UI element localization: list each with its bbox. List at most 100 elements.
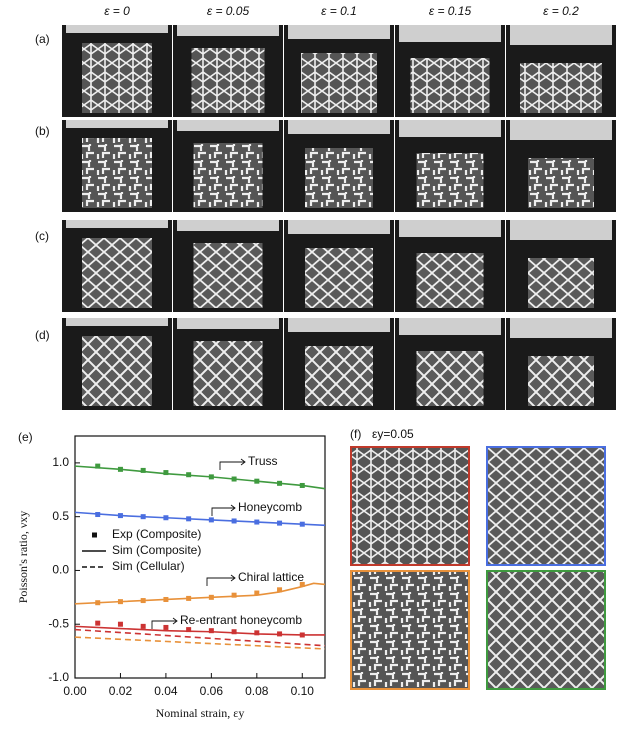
annotation: Chiral lattice xyxy=(238,570,304,584)
image xyxy=(350,570,470,690)
annotation-arrow xyxy=(211,504,236,516)
y-axis-title: Poisson's ratio, νxy xyxy=(16,511,30,604)
exp-point xyxy=(299,482,305,488)
specimen xyxy=(82,138,152,208)
legend-marker xyxy=(92,532,97,538)
specimen xyxy=(416,351,484,406)
fixture xyxy=(66,318,168,326)
fixture xyxy=(66,25,168,33)
exp-point xyxy=(163,470,169,476)
fixture xyxy=(177,25,279,36)
row-label: (c) xyxy=(35,229,49,243)
x-tick-label: 0.06 xyxy=(200,684,224,698)
fixture xyxy=(288,120,390,134)
exp-point xyxy=(140,598,146,604)
fixture xyxy=(288,318,390,332)
specimen xyxy=(416,153,484,208)
exp-point xyxy=(186,516,192,522)
specimen xyxy=(193,243,263,308)
exp-point xyxy=(140,623,146,629)
fixture xyxy=(399,318,501,335)
exp-point xyxy=(163,624,169,630)
specimen xyxy=(305,248,373,308)
specimen xyxy=(528,356,594,406)
exp-point xyxy=(231,476,237,482)
fixture xyxy=(177,318,279,329)
y-tick-label: 0.5 xyxy=(52,509,69,523)
exp-point xyxy=(277,480,283,486)
row-label: (a) xyxy=(35,32,50,46)
x-axis-title: Nominal strain, εy xyxy=(156,706,245,720)
panel-label: (e) xyxy=(18,430,33,444)
specimen xyxy=(416,253,484,308)
exp-point xyxy=(140,514,146,520)
fixture xyxy=(399,120,501,137)
exp-point xyxy=(277,587,283,593)
exp-point xyxy=(254,590,260,596)
sim-line xyxy=(74,582,326,605)
fixture xyxy=(177,120,279,131)
exp-point xyxy=(95,512,101,518)
fixture xyxy=(510,120,612,140)
panel-label: (f) xyxy=(350,427,361,441)
exp-point xyxy=(231,592,237,598)
chart: -1.0 -0.5 0.0 0.5 1.0 0.00 0.02 0.04 0.06 0.08 0.1… xyxy=(16,435,326,720)
x-tick-label: 0.08 xyxy=(245,684,269,698)
exp-point xyxy=(117,513,123,519)
legend-label: Sim (Cellular) xyxy=(112,559,185,573)
annotation: Truss xyxy=(248,454,278,468)
specimen xyxy=(82,238,152,308)
fixture xyxy=(288,220,390,234)
exp-point xyxy=(299,632,305,638)
exp-point xyxy=(117,621,123,627)
column-header: ε = 0 xyxy=(104,4,130,18)
image xyxy=(486,570,606,690)
exp-point xyxy=(140,467,146,473)
exp-point xyxy=(208,628,214,634)
cellular-line xyxy=(74,628,326,647)
exp-point xyxy=(277,631,283,637)
fixture xyxy=(510,220,612,240)
fixture xyxy=(66,120,168,128)
exp-point xyxy=(299,521,305,527)
column-header: ε = 0.2 xyxy=(543,4,579,18)
exp-point xyxy=(163,596,169,602)
image xyxy=(350,446,470,566)
legend-label: Exp (Composite) xyxy=(112,527,201,541)
specimen xyxy=(193,341,263,406)
plot-frame xyxy=(74,435,326,679)
specimen xyxy=(520,63,602,113)
y-tick-label: 1.0 xyxy=(52,455,69,469)
exp-point xyxy=(95,463,101,469)
annotation: Re-entrant honeycomb xyxy=(180,613,302,627)
y-tick-label: -1.0 xyxy=(48,670,69,684)
specimen xyxy=(191,48,265,113)
exp-point xyxy=(208,474,214,480)
exp-point xyxy=(254,478,260,484)
annotation-arrow xyxy=(206,574,236,586)
column-header: ε = 0.05 xyxy=(207,4,250,18)
exp-point xyxy=(254,519,260,525)
specimen xyxy=(82,43,152,113)
sim-line xyxy=(74,511,326,527)
annotation-arrow xyxy=(151,617,178,629)
y-tick-label: 0.0 xyxy=(52,563,69,577)
sim-line xyxy=(74,465,326,490)
fixture xyxy=(510,25,612,45)
exp-point xyxy=(186,472,192,478)
x-tick-label: 0.10 xyxy=(291,684,315,698)
fixture xyxy=(288,25,390,39)
photo-grid xyxy=(62,25,616,410)
fixture xyxy=(177,220,279,231)
exp-point xyxy=(186,627,192,633)
row-label: (b) xyxy=(35,124,50,138)
panel-f-images xyxy=(350,446,606,690)
sim-line xyxy=(74,625,325,636)
exp-point xyxy=(117,466,123,472)
specimen xyxy=(301,53,377,113)
exp-point xyxy=(299,581,305,587)
exp-point xyxy=(163,515,169,521)
exp-point xyxy=(117,599,123,605)
fixture xyxy=(510,318,612,338)
